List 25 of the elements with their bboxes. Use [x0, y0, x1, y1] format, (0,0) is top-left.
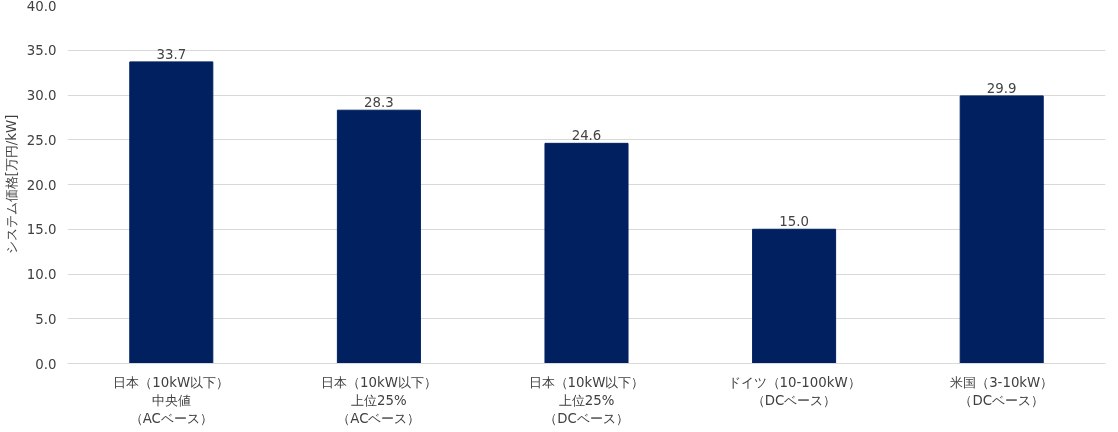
x-tick-label: ドイツ（10-100kW）（DCベース） [727, 374, 861, 408]
y-axis-title: システム価格[万円/kW] [3, 114, 19, 255]
y-tick-label: 30.0 [26, 88, 57, 103]
bar [959, 95, 1044, 364]
data-label: 15.0 [779, 214, 809, 230]
y-tick-label: 40.0 [26, 0, 57, 14]
y-tick-label: 25.0 [26, 132, 57, 148]
bar [129, 61, 214, 364]
x-tick-label: 米国（3-10kW）（DCベース） [950, 374, 1054, 408]
x-tick-label: 日本（10kW以下）上位25%（ACベース） [320, 374, 437, 426]
y-tick-label: 0.0 [35, 356, 57, 372]
bar [544, 142, 629, 364]
y-tick-label: 20.0 [26, 177, 57, 193]
y-tick-label: 15.0 [26, 222, 57, 238]
y-tick-label: 5.0 [35, 311, 57, 327]
data-label: 24.6 [571, 128, 602, 144]
x-tick-label: 日本（10kW以下）上位25%（DCベース） [528, 374, 645, 426]
bar [336, 109, 421, 364]
data-label: 29.9 [986, 80, 1017, 96]
y-tick-label: 35.0 [26, 43, 57, 59]
data-label: 33.7 [156, 46, 187, 62]
bar [752, 228, 837, 364]
y-tick-label: 10.0 [26, 267, 57, 282]
data-label: 28.3 [364, 95, 394, 111]
x-tick-label: 日本（10kW以下）中央値（ACベース） [113, 374, 230, 426]
